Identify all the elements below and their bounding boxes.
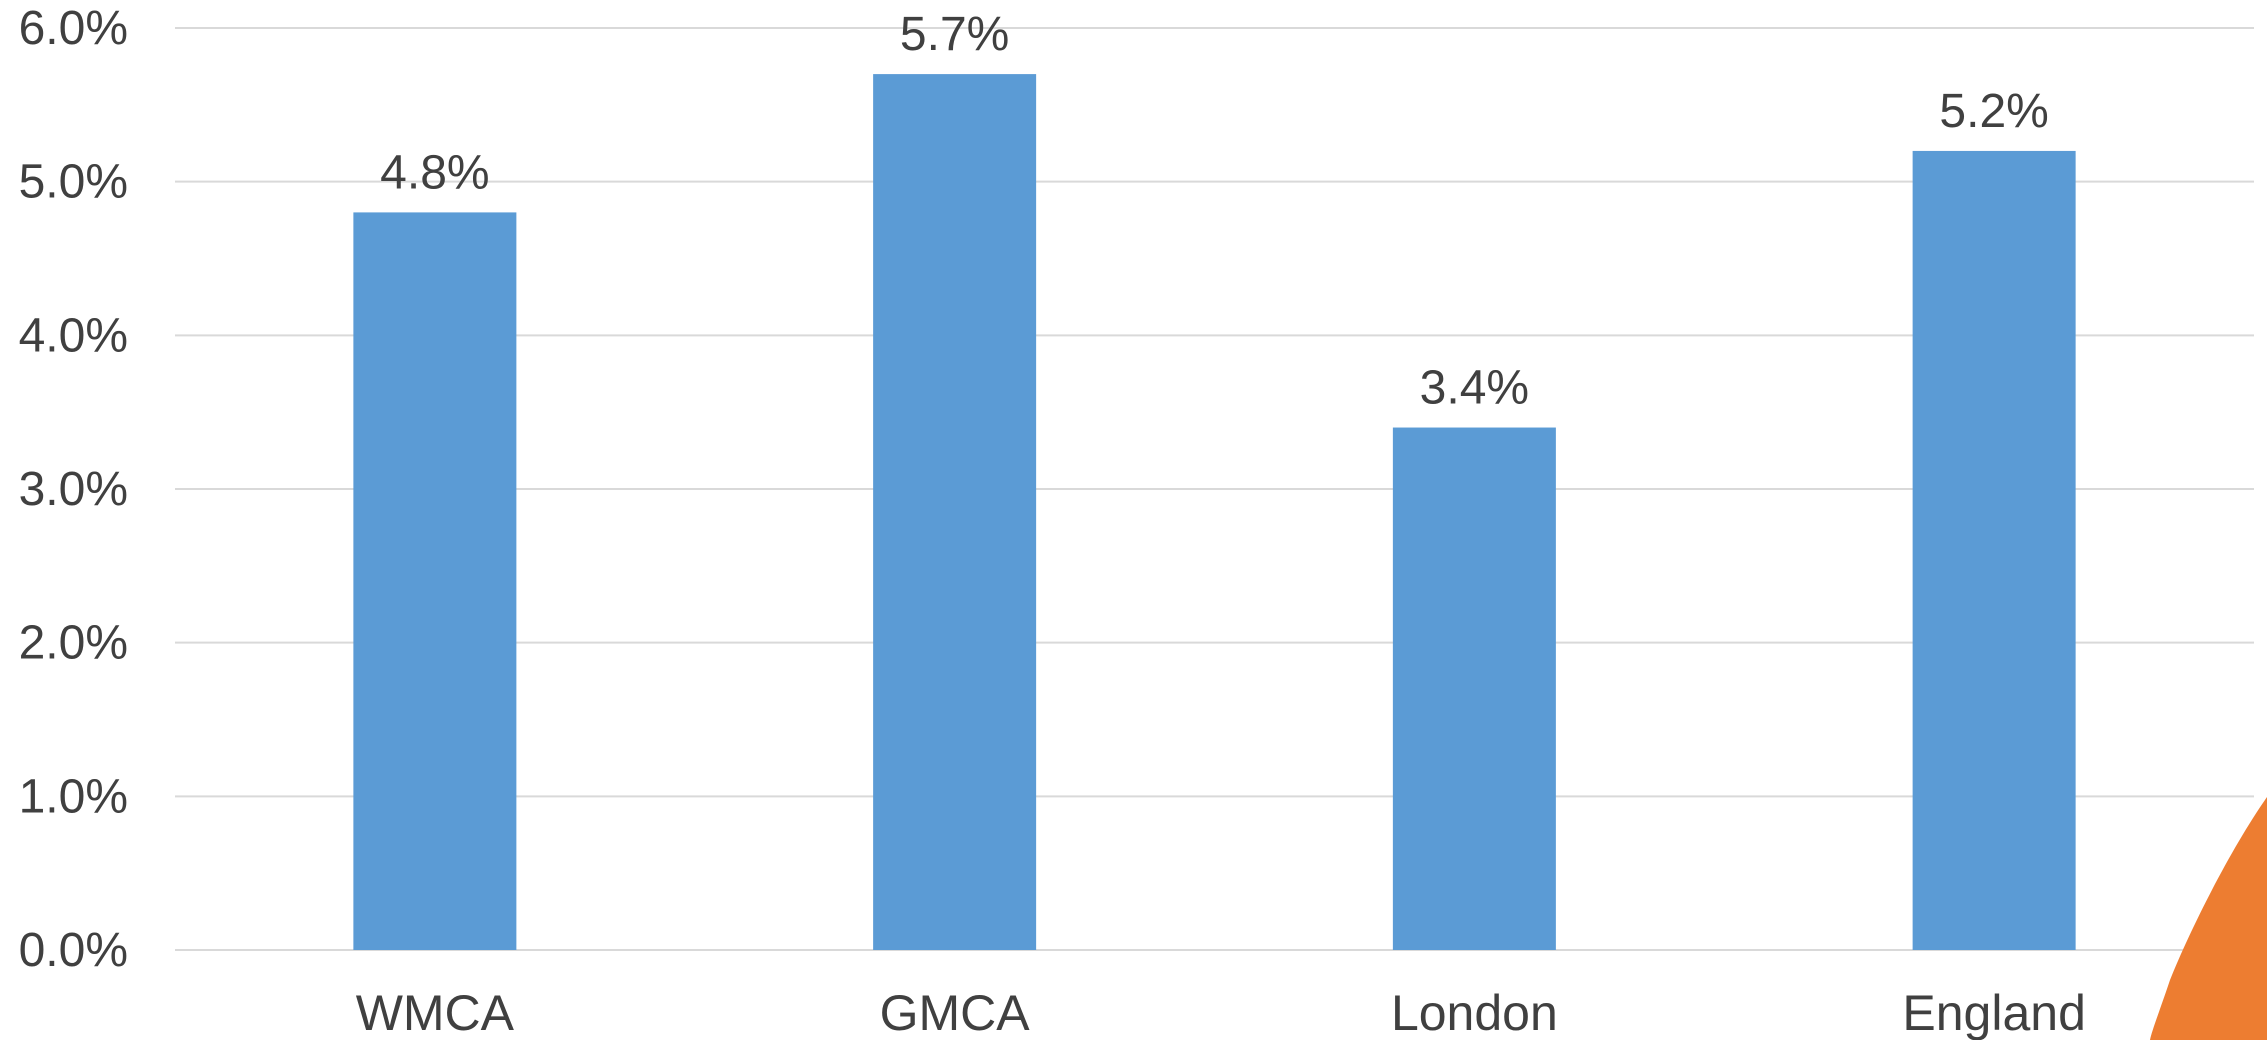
y-tick-label: 2.0% <box>19 617 128 670</box>
x-category-label: WMCA <box>356 985 515 1040</box>
y-tick-label: 3.0% <box>19 463 128 516</box>
bar <box>1392 427 1556 950</box>
x-axis-category-labels: WMCA GMCA London England <box>356 985 2086 1040</box>
y-tick-label: 5.0% <box>19 156 128 209</box>
y-tick-label: 4.0% <box>19 309 128 362</box>
data-label: 4.8% <box>380 146 489 199</box>
gridlines <box>175 27 2254 951</box>
data-label: 5.2% <box>1939 85 2048 138</box>
data-labels: 4.8% 5.7% 3.4% 5.2% <box>380 8 2049 414</box>
bar <box>873 74 1037 951</box>
data-label: 5.7% <box>900 8 1009 61</box>
x-category-label: GMCA <box>880 985 1031 1040</box>
y-tick-label: 0.0% <box>19 924 128 977</box>
x-category-label: London <box>1391 985 1558 1040</box>
y-tick-label: 1.0% <box>19 770 128 823</box>
y-tick-label: 6.0% <box>19 2 128 55</box>
bar <box>353 212 517 950</box>
bar <box>1912 150 2076 950</box>
bars <box>353 74 2076 951</box>
y-axis-tick-labels: 0.0% 1.0% 2.0% 3.0% 4.0% 5.0% 6.0% <box>19 2 128 977</box>
data-label: 3.4% <box>1420 362 1529 415</box>
x-category-label: England <box>1902 985 2086 1040</box>
decorative-orange-shape <box>2150 797 2267 1040</box>
